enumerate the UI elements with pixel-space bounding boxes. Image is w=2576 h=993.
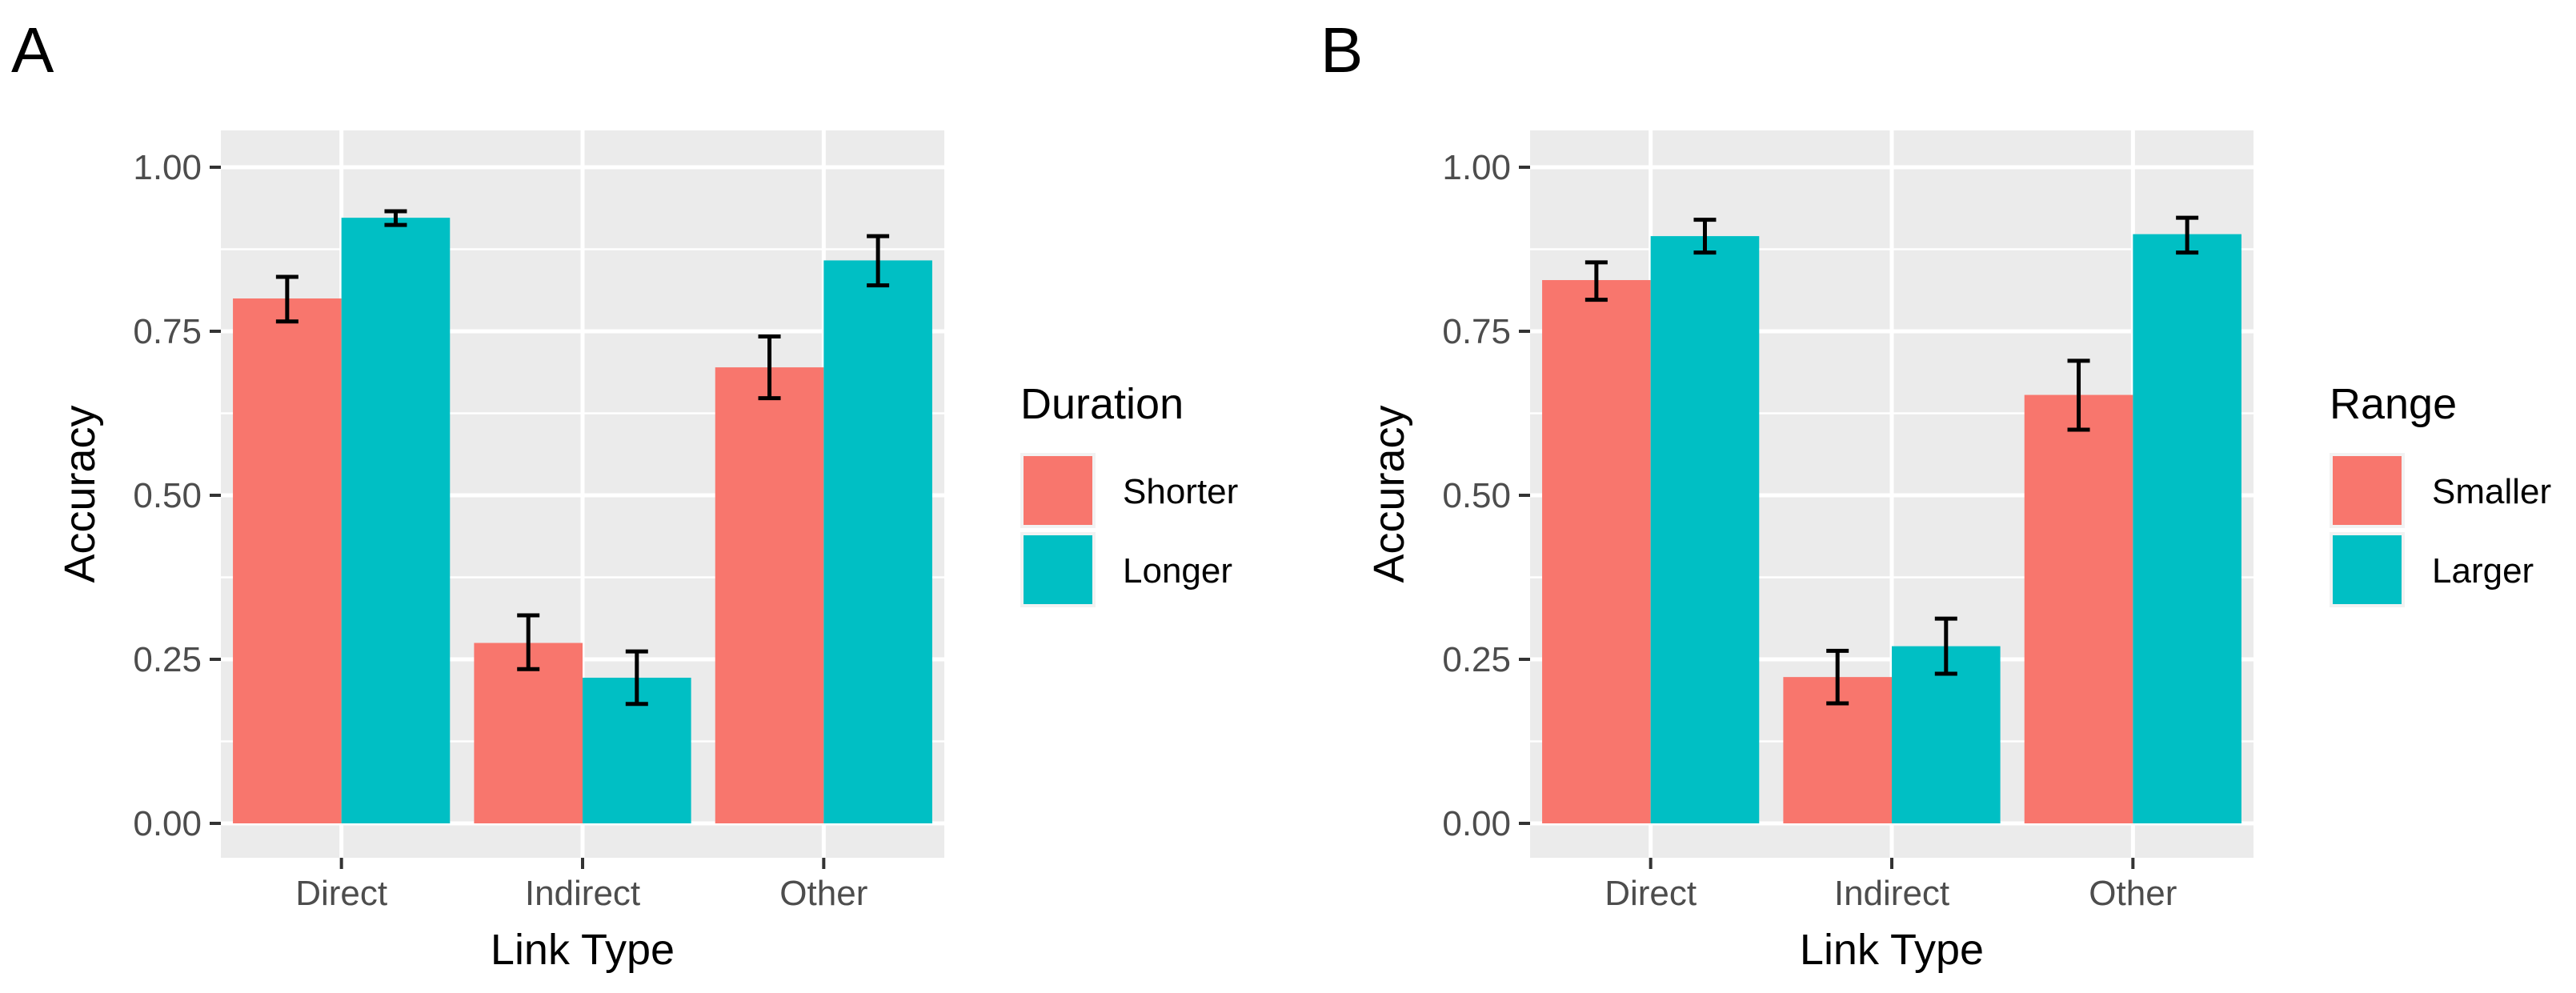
x-tick-label-other: Other [2089, 874, 2177, 913]
legend-label-longer: Longer [1123, 551, 1232, 591]
error-bar-shorter-indirect [517, 613, 540, 671]
legend-swatch-longer [1024, 535, 1092, 604]
legend-label-smaller: Smaller [2432, 472, 2551, 511]
x-tick-label-indirect: Indirect [1834, 874, 1949, 913]
legend-label-larger: Larger [2432, 551, 2534, 591]
bar-smaller-other [2024, 394, 2133, 823]
error-bar-larger-other [2176, 215, 2199, 255]
legend-swatch-shorter [1024, 456, 1092, 525]
x-tick-label-other: Other [779, 874, 867, 913]
bar-larger-other [2133, 234, 2241, 823]
y-tick-label: 0.25 [133, 640, 202, 679]
y-tick-label: 0.50 [133, 476, 202, 515]
error-bar-smaller-direct [1584, 260, 1608, 302]
error-bar-longer-other [867, 234, 890, 288]
legend-label-shorter: Shorter [1123, 472, 1238, 511]
x-tick-label-direct: Direct [1604, 874, 1697, 913]
y-tick-label: 0.00 [133, 804, 202, 843]
error-bar-longer-indirect [625, 649, 648, 707]
bar-longer-other [823, 260, 932, 823]
bar-shorter-other [715, 367, 824, 824]
error-bar-longer-direct [384, 209, 407, 227]
y-tick-label: 1.00 [1442, 148, 1511, 187]
legend-swatch-larger [2333, 535, 2402, 604]
y-tick-label: 0.75 [133, 312, 202, 351]
panel-label: B [1320, 14, 1363, 86]
error-bar-shorter-direct [275, 274, 298, 324]
error-bar-smaller-indirect [1826, 648, 1849, 706]
bar-shorter-indirect [474, 643, 583, 823]
error-bar-larger-indirect [1934, 616, 1957, 676]
error-bar-smaller-other [2067, 358, 2090, 432]
panel-a: A 0.00 0.25 0.50 0.75 1.00 Direct Indirect Other… [11, 14, 1238, 974]
legend-title: Range [2330, 380, 2457, 428]
y-axis-title: Accuracy [56, 405, 104, 583]
x-tick-label-indirect: Indirect [525, 874, 640, 913]
x-axis-title: Link Type [1800, 926, 1984, 974]
panel-b: B 0.00 0.25 0.50 0.75 1.00 Direct Indirect Other… [1320, 14, 2551, 974]
legend-swatch-smaller [2333, 456, 2402, 525]
error-bar-shorter-other [758, 334, 781, 401]
y-tick-label: 0.75 [1442, 312, 1511, 351]
bar-smaller-direct [1542, 280, 1651, 823]
y-tick-label: 0.50 [1442, 476, 1511, 515]
x-axis-title: Link Type [491, 926, 675, 974]
bar-longer-direct [341, 218, 451, 823]
error-bar-larger-direct [1693, 218, 1717, 255]
y-tick-label: 0.00 [1442, 804, 1511, 843]
legend-title: Duration [1020, 380, 1184, 428]
bar-larger-direct [1650, 236, 1760, 824]
bar-shorter-direct [233, 298, 342, 823]
x-tick-label-direct: Direct [295, 874, 387, 913]
legend: Duration Shorter Longer [1020, 380, 1238, 607]
panel-label: A [11, 14, 54, 86]
y-tick-label: 1.00 [133, 148, 202, 187]
y-axis-title: Accuracy [1365, 405, 1413, 583]
legend: Range Smaller Larger [2330, 380, 2551, 607]
y-tick-label: 0.25 [1442, 640, 1511, 679]
